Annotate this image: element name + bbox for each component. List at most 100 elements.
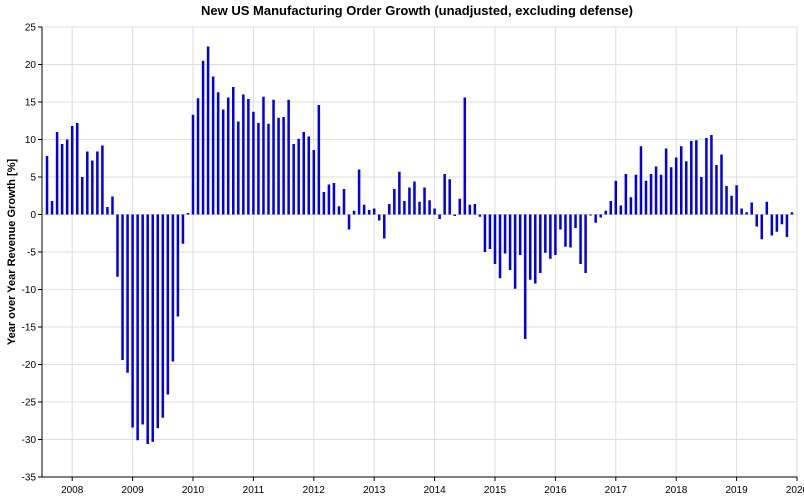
bar <box>554 214 557 255</box>
bar <box>116 214 119 277</box>
bar <box>347 214 351 230</box>
bar <box>669 167 673 215</box>
x-tick-label: 2018 <box>665 485 688 496</box>
bar <box>740 208 743 215</box>
bar <box>327 184 331 215</box>
y-tick-label: 5 <box>30 173 36 184</box>
bar <box>393 189 396 215</box>
bar <box>60 144 64 215</box>
bar <box>292 144 295 215</box>
bar <box>50 201 54 215</box>
bar <box>226 97 230 215</box>
y-tick-label: 0 <box>30 210 36 221</box>
bar <box>141 214 144 425</box>
bar <box>196 98 200 215</box>
bar <box>206 46 210 215</box>
bar <box>352 210 356 215</box>
bar <box>257 123 260 215</box>
bar <box>458 198 462 215</box>
bar <box>262 96 265 215</box>
bar <box>790 212 794 215</box>
bar <box>287 99 290 215</box>
bar <box>86 151 89 215</box>
bar <box>216 92 220 215</box>
bar <box>735 185 738 215</box>
bar <box>700 177 703 215</box>
bar <box>720 154 723 215</box>
bar <box>237 121 240 215</box>
y-tick-label: -30 <box>22 435 37 446</box>
bar <box>181 214 185 244</box>
bar <box>337 206 341 215</box>
bar <box>574 214 577 228</box>
bar <box>775 214 779 232</box>
x-tick-label: 2015 <box>484 485 507 496</box>
bar <box>423 187 426 215</box>
bar <box>619 205 623 215</box>
bar <box>176 214 180 317</box>
bar <box>277 117 280 215</box>
bar <box>428 200 431 215</box>
bar <box>695 140 698 215</box>
bar <box>569 214 572 248</box>
bar <box>750 202 753 215</box>
bar <box>166 214 170 395</box>
bar <box>383 214 386 239</box>
bar <box>201 60 205 215</box>
bar <box>629 197 633 215</box>
bar <box>765 201 769 215</box>
bar <box>267 123 270 215</box>
bar <box>483 214 487 252</box>
bar <box>518 214 522 255</box>
bar <box>403 201 406 215</box>
y-tick-label: 20 <box>25 60 37 71</box>
bar <box>438 214 441 219</box>
bar <box>544 214 547 253</box>
bar <box>710 135 713 215</box>
bar <box>770 214 774 236</box>
bar <box>780 214 784 225</box>
bar <box>191 114 195 215</box>
chart-title: New US Manufacturing Order Growth (unadj… <box>201 3 633 18</box>
y-tick-label: 10 <box>25 135 37 146</box>
y-tick-label: -15 <box>22 323 37 334</box>
bar <box>654 166 658 215</box>
bar <box>589 214 592 216</box>
bar <box>312 150 316 215</box>
bar <box>297 138 300 215</box>
bar <box>463 97 467 215</box>
x-tick-label: 2012 <box>303 485 326 496</box>
bar <box>448 179 451 215</box>
bar <box>151 214 154 442</box>
x-tick-label: 2014 <box>423 485 446 496</box>
bar <box>584 214 587 273</box>
y-tick-label: -10 <box>22 285 37 296</box>
bar <box>91 160 94 215</box>
bar <box>634 174 638 215</box>
bar <box>70 126 74 215</box>
bar <box>121 214 124 360</box>
x-tick-label: 2013 <box>363 485 386 496</box>
y-tick-label: -20 <box>22 360 37 371</box>
bar <box>302 132 305 215</box>
bar <box>674 157 678 215</box>
bar <box>377 214 381 221</box>
bar <box>493 214 497 264</box>
bar <box>433 208 436 215</box>
bar <box>559 214 562 230</box>
bar <box>156 214 160 429</box>
bar <box>473 204 477 215</box>
bar <box>604 210 607 215</box>
bar <box>624 174 628 215</box>
bar <box>45 156 49 215</box>
bar <box>106 207 109 215</box>
bar <box>282 117 285 215</box>
bar <box>453 214 456 216</box>
bar <box>342 189 346 215</box>
bar <box>443 174 446 215</box>
y-tick-label: -35 <box>22 473 37 484</box>
bar <box>232 87 235 215</box>
bar <box>221 109 225 215</box>
bar <box>715 165 718 215</box>
y-tick-label: -5 <box>27 248 36 259</box>
